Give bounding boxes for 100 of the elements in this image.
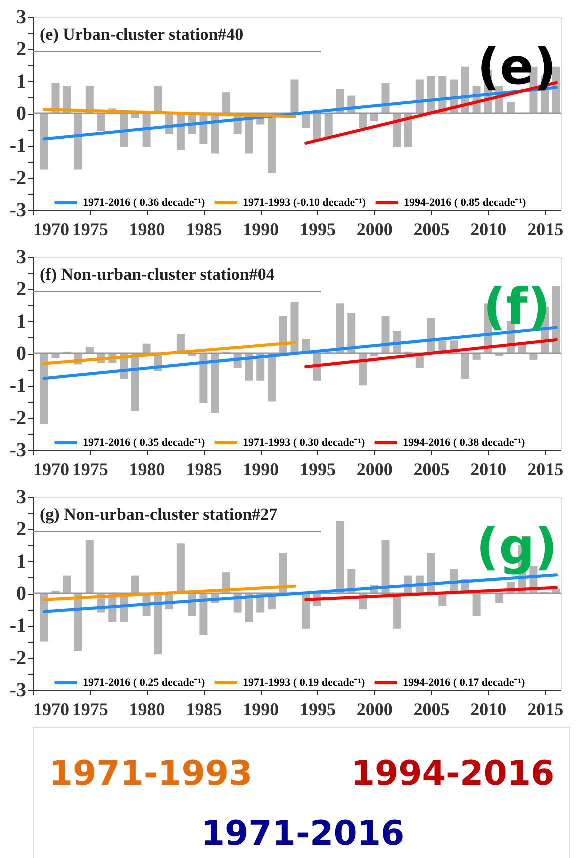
y-tick-label: -3: [10, 680, 26, 702]
y-tick-label: -2: [10, 407, 26, 430]
bar: [302, 594, 310, 629]
y-tick-label: 2: [16, 38, 26, 61]
legend-label: 1971-1993: [49, 754, 253, 794]
bar: [472, 594, 481, 616]
x-tick-label: 1975: [72, 700, 108, 720]
y-tick-label: -3: [10, 200, 26, 222]
y-tick-label: 2: [16, 518, 26, 541]
y-tick-label: 2: [16, 278, 26, 301]
x-tick-label: 1990: [243, 220, 280, 240]
bar: [40, 354, 48, 424]
legend-label: 1971-1993 ( 0.19 decade⁻¹): [243, 677, 366, 689]
x-tick-label: 1975: [72, 220, 108, 240]
x-tick-label: 2000: [356, 220, 393, 240]
bar: [222, 92, 230, 114]
bar: [211, 354, 220, 414]
x-tick-label: 1995: [300, 220, 336, 240]
bar: [506, 102, 515, 114]
bar: [336, 304, 344, 354]
bar: [461, 354, 470, 380]
x-tick-label: 1995: [300, 700, 336, 720]
x-tick-label: 1985: [186, 700, 222, 720]
x-tick-label: 1980: [129, 220, 166, 240]
bar: [268, 354, 276, 402]
x-tick-label: 2000: [356, 700, 393, 720]
y-tick-label: 0: [16, 343, 26, 365]
y-tick-label: -1: [10, 135, 26, 158]
annotation: (e): [477, 38, 557, 96]
x-tick-label: 1995: [300, 460, 336, 480]
x-tick-label: 1970: [34, 700, 70, 720]
annotation: (f): [483, 278, 551, 336]
y-tick-label: -3: [10, 440, 26, 462]
bar: [131, 576, 140, 594]
y-tick-label: 3: [16, 246, 26, 268]
y-tick-label: 0: [16, 583, 26, 605]
y-tick-label: 3: [16, 486, 26, 508]
legend-label: 1994-2016 ( 0.85 decade⁻¹): [404, 197, 527, 209]
text: (g) Non-urban-cluster station#27: [40, 505, 278, 524]
x-tick-label: 1975: [72, 460, 108, 480]
bar: [86, 540, 94, 594]
x-tick-label: 2015: [528, 700, 564, 720]
legend-label: 1994-2016 ( 0.38 decade⁻¹): [403, 437, 526, 449]
x-tick-label: 1980: [129, 700, 166, 720]
y-tick-label: -1: [10, 375, 26, 398]
y-tick-label: 0: [16, 103, 26, 125]
x-tick-label: 2010: [470, 220, 507, 240]
x-tick-label: 1990: [243, 460, 280, 480]
x-tick-label: 2015: [528, 220, 564, 240]
y-tick-label: 1: [16, 550, 26, 573]
bar: [552, 286, 560, 354]
bar: [154, 594, 162, 655]
bar: [74, 114, 83, 170]
bar: [359, 114, 367, 128]
y-tick-label: -2: [10, 647, 26, 670]
legend-label: 1971-2016 ( 0.35 decade⁻¹): [83, 437, 206, 449]
x-tick-label: 1970: [34, 220, 70, 240]
bar: [63, 576, 72, 594]
y-tick-label: 1: [16, 310, 26, 333]
legend-label: 1971-2016 ( 0.25 decade⁻¹): [83, 677, 206, 689]
x-tick-label: 1980: [129, 460, 166, 480]
bar: [302, 114, 310, 128]
x-tick-label: 1990: [243, 700, 280, 720]
y-tick-label: -1: [10, 615, 26, 638]
y-tick-label: -2: [10, 167, 26, 190]
annotation: (g): [476, 518, 558, 576]
x-tick-label: 2005: [414, 220, 450, 240]
x-tick-label: 2010: [470, 460, 507, 480]
bar: [176, 544, 185, 594]
bar: [336, 521, 344, 594]
bar: [552, 66, 560, 114]
x-tick-label: 1985: [186, 220, 222, 240]
bar: [97, 114, 106, 132]
bar: [290, 302, 299, 354]
x-tick-label: 1970: [34, 460, 70, 480]
x-tick-label: 2005: [414, 700, 450, 720]
y-tick-label: 1: [16, 70, 26, 93]
y-tick-label: 3: [16, 6, 26, 28]
legend-label: 1971-2016 ( 0.36 decade⁻¹): [83, 197, 206, 209]
bar: [382, 540, 390, 594]
bar: [348, 313, 356, 354]
bar: [142, 344, 151, 354]
text: (e) Urban-cluster station#40: [40, 25, 244, 44]
legend-label: 1971-1993 (-0.10 decade⁻¹): [243, 197, 366, 209]
x-tick-label: 2015: [528, 460, 564, 480]
x-tick-label: 1985: [186, 460, 222, 480]
bar: [279, 553, 288, 594]
legend-label: 1994-2016: [351, 754, 555, 794]
legend-label: 1971-2016: [201, 814, 405, 854]
bar: [200, 354, 208, 404]
x-tick-label: 2010: [470, 700, 507, 720]
bar: [86, 347, 94, 354]
legend-label: 1994-2016 ( 0.17 decade⁻¹): [403, 677, 526, 689]
legend-label: 1971-1993 ( 0.30 decade⁻¹): [243, 437, 366, 449]
bar: [438, 594, 447, 606]
x-tick-label: 2005: [414, 460, 450, 480]
bar: [290, 80, 299, 114]
bar: [40, 114, 48, 170]
bar: [154, 86, 162, 114]
bar: [313, 114, 322, 141]
